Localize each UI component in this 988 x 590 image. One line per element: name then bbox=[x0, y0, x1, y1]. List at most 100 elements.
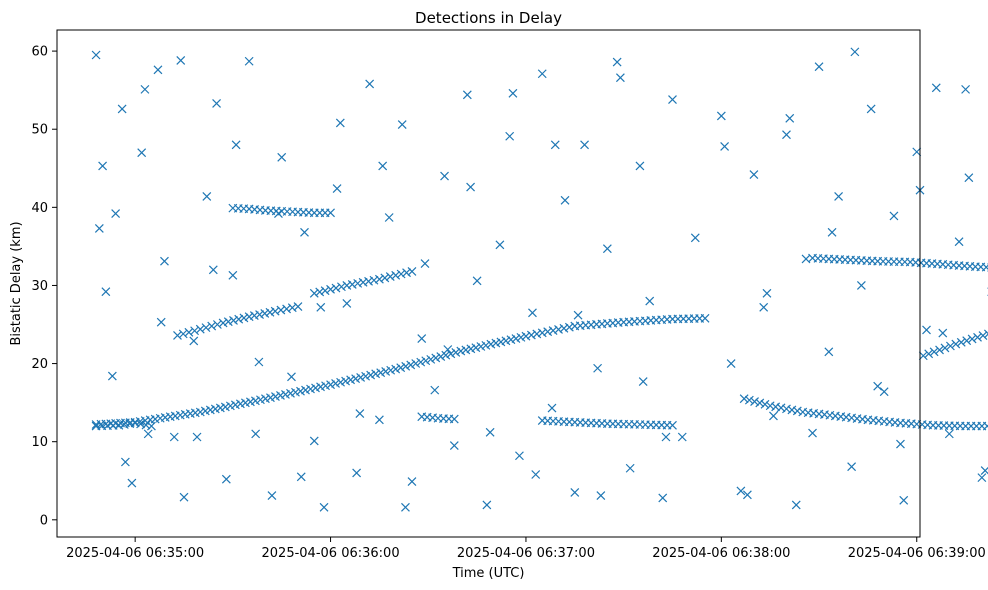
data-point-track-24-27 bbox=[255, 310, 264, 319]
data-point-track-12-left bbox=[130, 418, 140, 428]
data-point-clutter bbox=[342, 298, 352, 308]
data-point-clutter bbox=[537, 69, 547, 79]
data-point-track-rising-right bbox=[935, 345, 944, 355]
data-point-clutter bbox=[94, 224, 104, 233]
data-point-clutter bbox=[866, 104, 876, 114]
data-point-clutter bbox=[98, 161, 108, 171]
data-point-clutter bbox=[287, 372, 296, 382]
data-point-clutter bbox=[762, 288, 772, 298]
x-tick-label: 2025-04-06 06:39:00 bbox=[848, 546, 986, 561]
data-point-clutter bbox=[922, 325, 931, 335]
data-point-track-rising-right bbox=[945, 341, 955, 351]
data-point-clutter bbox=[560, 195, 570, 205]
data-point-track-30-32 bbox=[315, 287, 325, 297]
data-point-clutter bbox=[101, 287, 111, 297]
data-point-track-rising-main bbox=[554, 325, 563, 334]
y-tick-label: 50 bbox=[31, 123, 48, 138]
data-point-clutter bbox=[791, 500, 801, 510]
data-point-track-rising-main bbox=[331, 379, 340, 388]
data-point-track-falling-right bbox=[765, 401, 775, 411]
data-point-clutter bbox=[720, 141, 730, 151]
data-point-track-24-27 bbox=[212, 320, 222, 329]
data-point-track-12-left bbox=[147, 421, 156, 431]
data-point-clutter bbox=[231, 140, 241, 150]
data-point-track-rising-main bbox=[381, 367, 391, 376]
data-point-track-falling-right bbox=[739, 394, 749, 404]
data-point-track-24-27 bbox=[244, 312, 254, 322]
data-point-track-24-27 bbox=[173, 331, 182, 340]
data-point-clutter bbox=[834, 191, 844, 201]
data-point-track-rising-main bbox=[446, 349, 456, 359]
data-point-clutter bbox=[267, 491, 277, 501]
data-point-track-rising-main bbox=[356, 373, 366, 382]
data-point-track-30-32 bbox=[336, 282, 346, 292]
data-point-clutter bbox=[300, 227, 309, 237]
data-point-track-30-32 bbox=[369, 275, 379, 285]
data-point-clutter bbox=[355, 409, 365, 418]
data-point-track-falling-right bbox=[982, 421, 988, 431]
data-point-clutter bbox=[254, 357, 264, 367]
data-point-clutter bbox=[602, 244, 612, 254]
data-point-track-30-32 bbox=[407, 266, 417, 276]
data-point-clutter bbox=[309, 436, 319, 446]
y-tick-label: 60 bbox=[31, 45, 48, 60]
data-point-clutter bbox=[612, 57, 622, 67]
data-point-track-rising-main bbox=[537, 328, 547, 338]
data-point-clutter bbox=[462, 90, 472, 100]
data-point-track-falling-right bbox=[776, 403, 786, 413]
data-point-clutter bbox=[296, 472, 306, 482]
data-point-clutter bbox=[179, 492, 189, 502]
data-point-track-falling-right bbox=[755, 398, 765, 408]
data-point-clutter bbox=[91, 50, 101, 60]
data-point-track-30-32 bbox=[353, 278, 363, 288]
data-point-track-rising-right bbox=[956, 337, 966, 347]
data-point-clutter bbox=[573, 310, 583, 320]
data-point-track-24-27 bbox=[195, 324, 205, 334]
data-point-clutter bbox=[485, 427, 495, 437]
data-point-track-30-32 bbox=[358, 277, 368, 287]
data-point-track-rising-main bbox=[451, 348, 461, 357]
data-point-clutter bbox=[202, 191, 212, 201]
data-point-clutter bbox=[440, 171, 449, 181]
data-point-track-30-32 bbox=[347, 279, 357, 289]
data-point-track-rising-main bbox=[391, 364, 401, 374]
x-axis-label: Time (UTC) bbox=[452, 566, 525, 581]
data-point-track-30-32 bbox=[396, 269, 406, 279]
data-point-track-rising-right bbox=[918, 351, 928, 361]
data-point-track-30-32 bbox=[380, 273, 390, 283]
data-point-track-rising-main bbox=[431, 353, 441, 363]
data-point-track-falling-right bbox=[782, 404, 791, 414]
y-tick-label: 30 bbox=[31, 279, 48, 294]
data-point-clutter bbox=[401, 502, 410, 512]
data-point-track-24-27 bbox=[260, 308, 270, 318]
data-point-track-rising-main bbox=[371, 369, 381, 379]
data-point-clutter bbox=[879, 387, 889, 397]
data-point-track-rising-main bbox=[421, 356, 431, 366]
data-point-track-40-flat bbox=[326, 208, 335, 218]
data-point-clutter bbox=[515, 451, 524, 461]
data-point-track-24-27 bbox=[201, 323, 211, 333]
data-point-clutter bbox=[482, 500, 492, 510]
data-point-track-30-32 bbox=[385, 272, 395, 282]
data-point-clutter bbox=[547, 403, 557, 413]
data-point-clutter bbox=[378, 161, 388, 171]
data-point-clutter bbox=[143, 429, 153, 439]
data-point-clutter bbox=[944, 429, 954, 439]
data-point-track-rising-main bbox=[396, 363, 406, 373]
data-point-clutter bbox=[954, 237, 964, 247]
data-point-clutter bbox=[244, 56, 254, 66]
data-point-track-falling-right bbox=[771, 402, 781, 412]
data-point-clutter bbox=[531, 470, 541, 479]
plot-frame bbox=[56, 29, 921, 538]
data-point-track-falling-right bbox=[750, 397, 759, 406]
data-point-clutter bbox=[335, 118, 345, 128]
data-point-clutter bbox=[384, 213, 394, 222]
data-point-track-30-32 bbox=[402, 268, 411, 278]
data-point-clutter bbox=[127, 478, 137, 488]
data-point-track-falling-right bbox=[792, 406, 802, 416]
data-point-clutter bbox=[443, 345, 453, 354]
data-point-track-rising-main bbox=[411, 359, 421, 368]
data-point-clutter bbox=[661, 432, 671, 442]
data-point-clutter bbox=[176, 56, 186, 65]
data-point-clutter bbox=[912, 147, 922, 157]
